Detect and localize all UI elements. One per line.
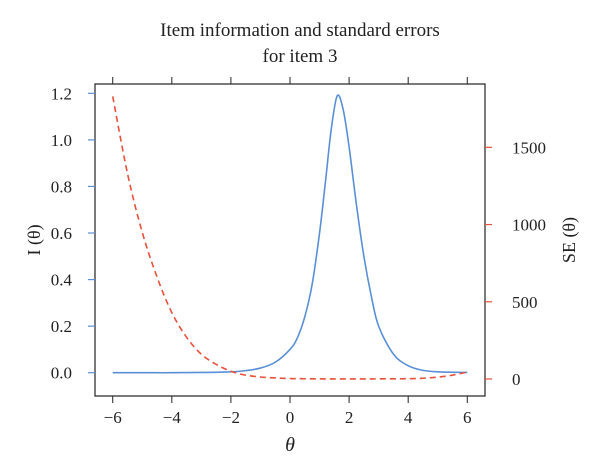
y-tick-label-left: 0.6	[51, 224, 72, 243]
y-axis-label-right: SE (θ)	[559, 217, 580, 263]
tick-marks: −6 −4 −2 0 2 4 6 0.0 0.2 0.4 0.6 0.8 1.0 1.2 0 500 1000 1…	[51, 77, 546, 427]
x-tick-label: 2	[345, 408, 354, 427]
x-tick-label: 6	[463, 408, 472, 427]
y-tick-label-left: 0.4	[51, 271, 73, 290]
x-axis-label: θ	[285, 434, 295, 456]
x-tick-label: −2	[222, 408, 240, 427]
x-tick-label: −6	[104, 408, 122, 427]
information-curve	[112, 94, 468, 374]
y-tick-label-left: 1.2	[51, 84, 72, 103]
y-tick-label-right: 1000	[512, 216, 546, 235]
y-tick-label-right: 500	[512, 293, 538, 312]
series-layer	[111, 94, 468, 380]
x-tick-label: 4	[404, 408, 413, 427]
y-tick-label-left: 0.0	[51, 364, 72, 383]
se-curve	[111, 96, 468, 380]
x-tick-label: 0	[286, 408, 295, 427]
chart-title-line-1: Item information and standard errors	[160, 20, 440, 41]
y-tick-label-right: 1500	[512, 138, 546, 157]
x-tick-label: −4	[163, 408, 182, 427]
y-tick-label-left: 0.2	[51, 317, 72, 336]
y-axis-label-left: I (θ)	[24, 224, 45, 255]
y-tick-label-left: 0.8	[51, 177, 72, 196]
y-tick-label-left: 1.0	[51, 131, 72, 150]
chart-title-line-2: for item 3	[262, 46, 338, 67]
y-tick-label-right: 0	[512, 370, 521, 389]
